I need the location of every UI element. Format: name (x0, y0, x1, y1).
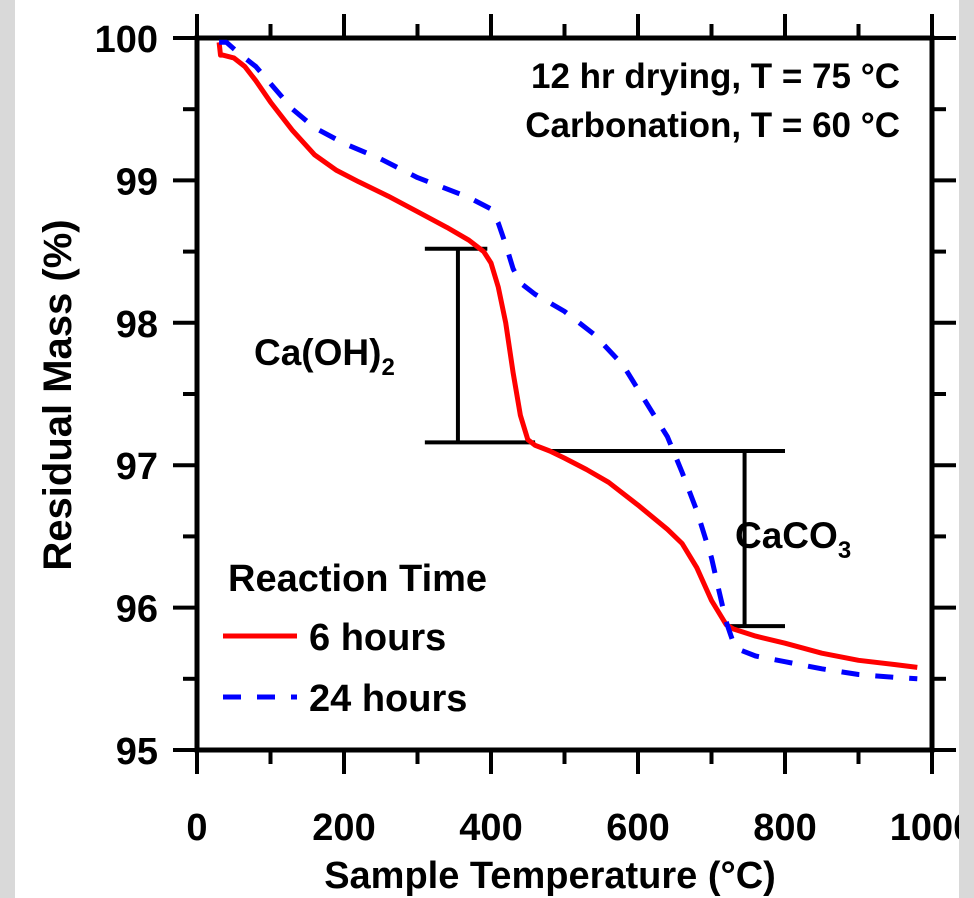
legend-label-24h: 24 hours (309, 678, 467, 720)
annotations-group (424, 246, 785, 629)
y-tick-label: 100 (95, 19, 158, 61)
x-tick-label: 600 (606, 807, 669, 849)
y-tick-label: 98 (116, 304, 158, 346)
x-axis-label: Sample Temperature (°C) (324, 855, 776, 897)
y-tick-label: 99 (116, 161, 158, 203)
series-line-24h (219, 39, 918, 682)
tga-chart: 0 200 400 600 800 1000 95 96 97 98 99 100 Residual … (36, 14, 959, 897)
x-tick-label: 200 (312, 807, 375, 849)
legend-title: Reaction Time (228, 558, 487, 600)
conditions-line-2: Carbonation, T = 60 °C (525, 106, 900, 145)
y-tick-label: 97 (116, 446, 158, 488)
x-tick-label: 400 (459, 807, 522, 849)
caoh2-label: Ca(OH)2 (254, 332, 395, 381)
chart-frame: 0 200 400 600 800 1000 95 96 97 98 99 100 Residual … (15, 0, 959, 898)
caco3-label: CaCO3 (735, 515, 851, 564)
x-tick-label: 800 (753, 807, 816, 849)
ticks-group: 0 200 400 600 800 1000 95 96 97 98 99 100 (95, 14, 959, 849)
x-tick-label: 1000 (890, 807, 959, 849)
y-tick-label: 96 (116, 589, 158, 631)
y-axis-label: Residual Mass (%) (36, 219, 80, 570)
x-tick-label: 0 (186, 807, 207, 849)
series-group (216, 39, 918, 682)
legend-label-6h: 6 hours (309, 617, 446, 659)
y-tick-label: 95 (116, 731, 158, 773)
conditions-line-1: 12 hr drying, T = 75 °C (531, 57, 900, 96)
